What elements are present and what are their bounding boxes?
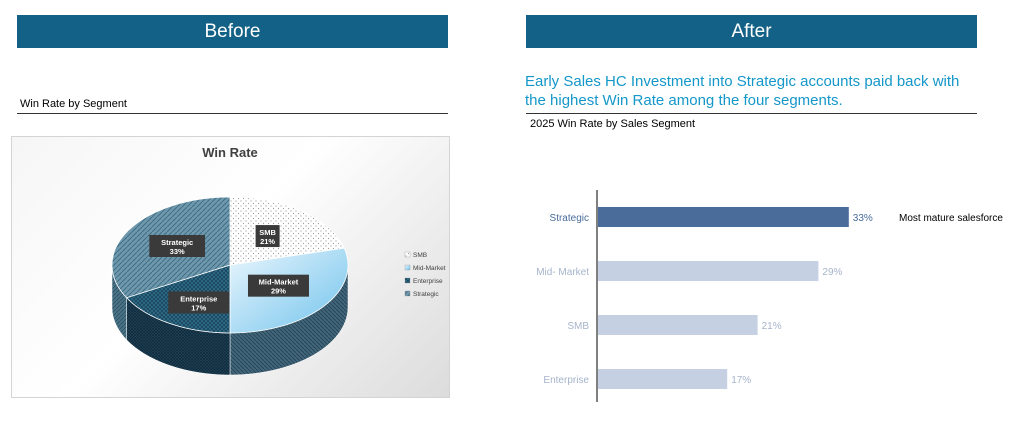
before-banner-label: Before: [204, 20, 261, 42]
pie-label-value: 17%: [191, 303, 206, 312]
pie-label-category: Enterprise: [180, 294, 217, 303]
pie-chart: Win Rate SMB21%Mid-Market29%Enterprise17…: [111, 145, 446, 376]
bar-strategic: [598, 207, 849, 227]
pie-chart-frame: Win Rate SMB 21% Mid-Market 29% Enterprise 17…: [11, 136, 450, 398]
after-headline-line1: Early Sales HC Investment into Strategic…: [525, 73, 960, 90]
before-banner: Before: [17, 15, 448, 48]
pie-label-value: 29%: [271, 287, 286, 296]
pie-label-category: Mid-Market: [259, 278, 299, 287]
legend-item-strategic: Strategic: [404, 290, 439, 298]
after-subtitle: 2025 Win Rate by Sales Segment: [530, 118, 696, 130]
bar-value-strategic: 33%: [853, 213, 873, 224]
bar-category-mid-market: Mid- Market: [536, 267, 589, 278]
bar-category-enterprise: Enterprise: [543, 375, 589, 386]
bar-value-enterprise: 17%: [731, 375, 751, 386]
pie-label-category: Strategic: [161, 238, 193, 247]
after-divider: [526, 113, 977, 114]
bar-mid-market: [598, 261, 819, 281]
pie-title: Win Rate: [202, 145, 258, 160]
before-divider: [17, 113, 448, 114]
bar-category-smb: SMB: [567, 321, 589, 332]
before-subtitle: Win Rate by Segment: [20, 98, 127, 110]
bar-value-mid-market: 29%: [822, 267, 842, 278]
legend-item-enterprise: Enterprise: [404, 277, 443, 285]
pie-label-category: SMB: [259, 228, 276, 237]
bar-annotation: Most mature salesforce: [899, 213, 1003, 224]
pie-label-value: 33%: [170, 247, 185, 256]
after-headline: Early Sales HC Investment into Strategic…: [525, 72, 995, 110]
after-headline-line2: the highest Win Rate among the four segm…: [525, 92, 843, 109]
bar-smb: [598, 315, 758, 335]
legend-swatch: [404, 251, 411, 258]
after-banner: After: [526, 15, 977, 48]
after-banner-label: After: [731, 20, 772, 42]
legend-swatch: [404, 277, 411, 284]
bar-enterprise: [598, 369, 728, 389]
pie-slice-smb: [229, 196, 345, 266]
bar-chart: Strategic 33% Most mature salesforce Mid- M…: [536, 190, 1003, 402]
legend-label: Mid-Market: [413, 265, 446, 272]
legend-swatch: [404, 290, 411, 297]
legend-item-smb: SMB: [404, 251, 427, 259]
legend-label: SMB: [413, 252, 427, 259]
bar-value-smb: 21%: [762, 321, 782, 332]
pie-label-value: 21%: [260, 237, 275, 246]
legend-label: Strategic: [413, 291, 439, 298]
legend-label: Enterprise: [413, 278, 443, 285]
legend-swatch: [404, 264, 411, 271]
legend-item-mid-market: Mid-Market: [404, 264, 446, 272]
bar-category-strategic: Strategic: [550, 213, 589, 224]
